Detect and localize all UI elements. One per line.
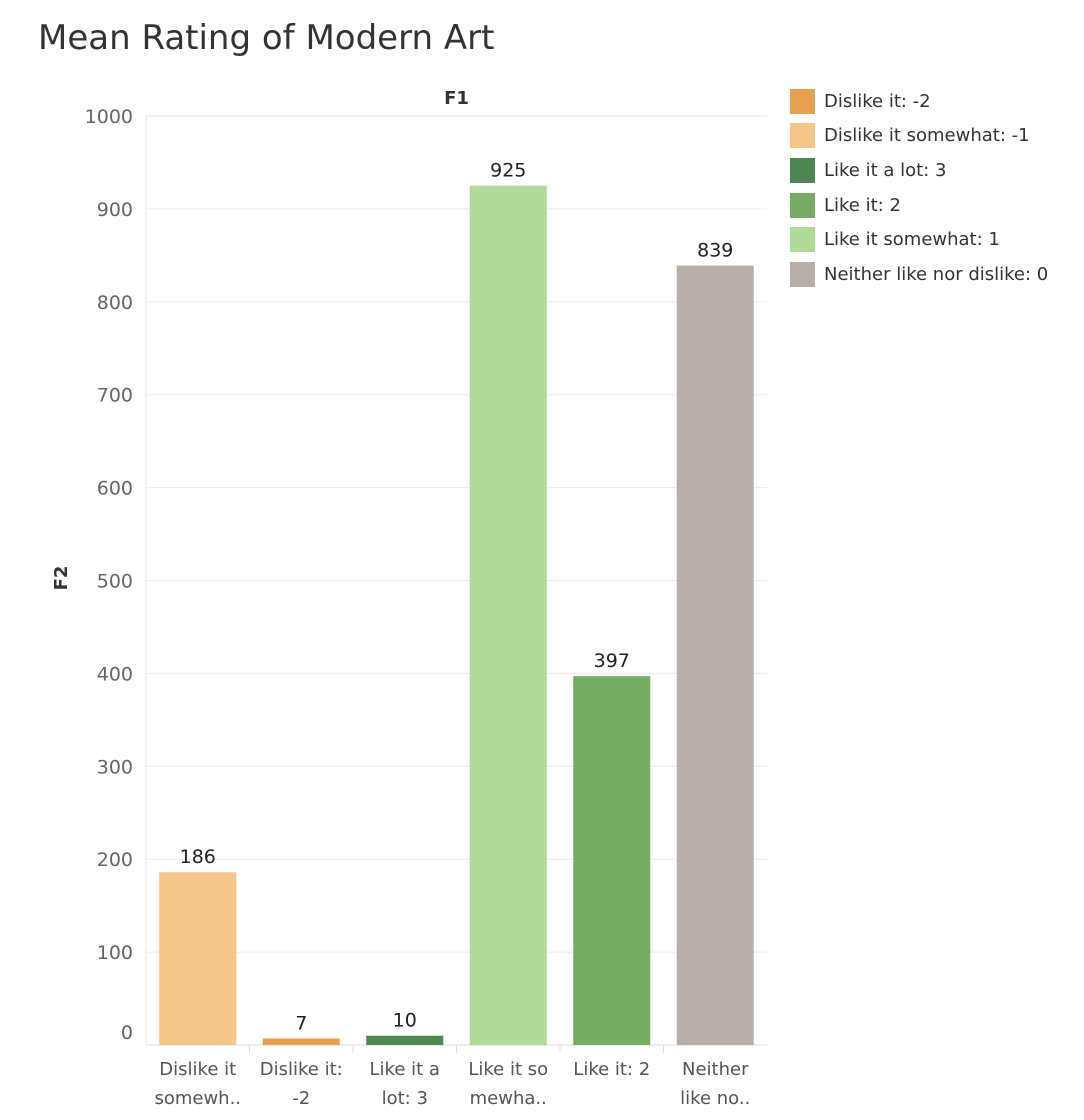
chart-title: Mean Rating of Modern Art	[38, 18, 495, 58]
legend-label: Dislike it somewhat: -1	[824, 125, 1030, 147]
legend-swatch	[790, 157, 815, 183]
bar	[676, 265, 754, 1046]
legend-item[interactable]: Dislike it somewhat: -1	[790, 119, 1080, 154]
y-tick-label: 500	[97, 571, 133, 593]
legend-item[interactable]: Like it: 2	[790, 188, 1080, 223]
x-tick-label: Neither	[682, 1059, 749, 1080]
y-axis-label: F2	[51, 566, 72, 591]
x-tick-label: like no..	[680, 1088, 750, 1109]
legend-item[interactable]: Like it a lot: 3	[790, 153, 1080, 188]
legend-item[interactable]: Like it somewhat: 1	[790, 222, 1080, 257]
y-tick-label: 100	[97, 942, 133, 964]
legend-swatch	[790, 227, 815, 253]
bar-value-label: 397	[594, 650, 630, 672]
x-tick-label: lot: 3	[382, 1088, 428, 1109]
x-tick-label: Dislike it:	[260, 1059, 343, 1080]
legend-swatch	[790, 261, 815, 287]
bar-value-label: 925	[490, 160, 526, 182]
legend-label: Like it a lot: 3	[824, 159, 947, 181]
y-tick-label: 600	[97, 478, 133, 500]
x-tick-label: Like it: 2	[573, 1059, 650, 1080]
legend-swatch	[790, 123, 815, 149]
legend-swatch	[790, 88, 815, 114]
y-tick-label: 800	[97, 292, 133, 314]
bar	[469, 185, 547, 1046]
legend-swatch	[790, 192, 815, 218]
x-tick-label: Like it so	[468, 1059, 548, 1080]
y-tick-label: 1000	[85, 106, 133, 128]
y-tick-label: 300	[97, 756, 133, 778]
bar-value-label: 186	[180, 846, 216, 868]
x-tick-label: Like it a	[370, 1059, 440, 1080]
bar-value-label: 10	[393, 1010, 417, 1032]
y-tick-label: 700	[97, 385, 133, 407]
bar	[159, 872, 237, 1045]
legend-label: Like it: 2	[824, 194, 901, 216]
bar-value-label: 7	[295, 1012, 307, 1034]
bar	[262, 1038, 340, 1045]
y-tick-label: 900	[97, 199, 133, 221]
x-tick-label: somewh..	[154, 1088, 241, 1109]
x-tick-label: Dislike it	[159, 1059, 236, 1080]
chart-legend: Dislike it: -2 Dislike it somewhat: -1 Lik…	[790, 84, 1080, 292]
y-tick-label: 400	[97, 663, 133, 685]
legend-label: Like it somewhat: 1	[824, 229, 1000, 251]
y-tick-label: 0	[121, 1022, 133, 1044]
legend-label: Dislike it: -2	[824, 90, 931, 112]
legend-label: Neither like nor dislike: 0	[824, 263, 1049, 285]
legend-item[interactable]: Neither like nor dislike: 0	[790, 257, 1080, 292]
y-tick-label: 200	[97, 849, 133, 871]
legend-item[interactable]: Dislike it: -2	[790, 84, 1080, 119]
bar	[573, 676, 651, 1045]
x-tick-label: mewha..	[470, 1088, 547, 1109]
bar-value-label: 839	[697, 240, 733, 262]
bar	[366, 1035, 444, 1045]
x-tick-label: -2	[292, 1088, 310, 1109]
column-header: F1	[444, 88, 469, 109]
